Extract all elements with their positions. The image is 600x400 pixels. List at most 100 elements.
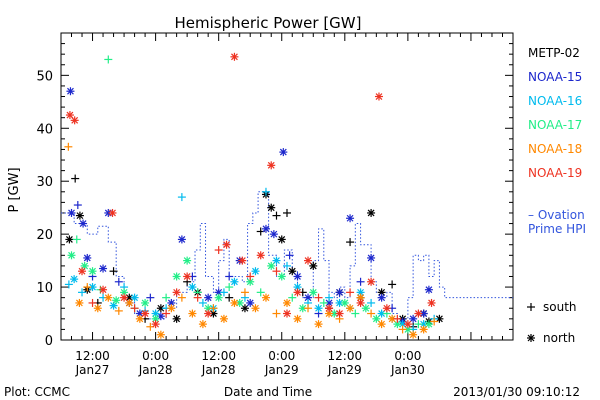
data-point-noaa-15	[346, 214, 355, 223]
data-point-metp-02	[267, 203, 276, 212]
data-point-noaa-18	[156, 330, 165, 339]
symbol-legend-label: south	[543, 300, 577, 314]
data-point-noaa-19	[325, 304, 334, 313]
data-point-noaa-19	[403, 320, 412, 329]
data-point-noaa-18	[198, 320, 207, 329]
data-point-noaa-19	[230, 52, 239, 61]
data-point-noaa-18	[283, 298, 291, 307]
data-point-noaa-16	[325, 293, 334, 302]
data-point-noaa-19	[293, 288, 302, 297]
data-point-noaa-18	[125, 298, 134, 307]
data-point-noaa-16	[70, 275, 79, 284]
data-point-noaa-18	[346, 304, 355, 313]
data-point-noaa-18	[188, 309, 197, 318]
data-point-noaa-16	[251, 267, 260, 276]
data-point-metp-02	[225, 293, 234, 302]
ovation-label-line1: – Ovation	[528, 208, 585, 222]
data-point-noaa-19	[246, 272, 255, 281]
data-point-noaa-17	[340, 298, 349, 307]
data-point-noaa-18	[135, 314, 144, 323]
x-axis: 12:00Jan270:00Jan2812:00Jan280:00Jan2912…	[71, 33, 514, 377]
data-point-noaa-15	[261, 224, 270, 233]
data-point-noaa-16	[177, 193, 186, 202]
data-point-metp-02	[283, 208, 291, 217]
data-point-noaa-19	[204, 309, 213, 318]
data-point-noaa-18	[209, 304, 218, 313]
x-tick-label-time: 12:00	[75, 349, 110, 363]
data-point-metp-02	[309, 261, 318, 270]
data-point-noaa-19	[162, 309, 171, 318]
data-point-noaa-18	[230, 298, 239, 307]
data-point-noaa-19	[222, 240, 231, 249]
data-point-noaa-19	[335, 309, 344, 318]
data-point-noaa-17	[72, 235, 81, 244]
data-point-noaa-19	[314, 293, 323, 302]
data-point-noaa-15	[66, 87, 75, 96]
data-point-noaa-17	[330, 309, 339, 318]
x-tick-label-time: 0:00	[142, 349, 169, 363]
data-point-noaa-18	[272, 309, 281, 318]
data-point-noaa-17	[112, 296, 121, 305]
y-tick-label: 20	[36, 228, 53, 243]
data-point-noaa-15	[409, 314, 418, 323]
data-point-metp-02	[172, 314, 181, 323]
data-point-noaa-19	[414, 309, 423, 318]
y-axis-label: P [GW]	[7, 167, 22, 212]
legend-entry: NOAA-18	[528, 142, 582, 156]
data-point-noaa-18	[430, 317, 439, 326]
data-point-noaa-16	[230, 277, 239, 286]
y-tick-label: 30	[36, 175, 53, 190]
data-point-noaa-19	[427, 298, 436, 307]
data-point-noaa-19	[214, 246, 223, 255]
data-point-noaa-19	[382, 304, 391, 313]
data-point-noaa-17	[414, 320, 423, 329]
x-tick-label-date: Jan28	[138, 363, 173, 377]
data-point-noaa-19	[70, 116, 79, 125]
y-tick-label: 50	[36, 69, 53, 84]
data-point-noaa-18	[83, 283, 92, 292]
data-point-noaa-19	[120, 293, 129, 302]
data-point-noaa-15	[225, 272, 234, 281]
x-tick-label-date: Jan28	[201, 363, 236, 377]
x-tick-label-date: Jan30	[390, 363, 425, 377]
data-point-noaa-18	[114, 306, 123, 315]
data-point-noaa-19	[283, 309, 291, 318]
data-point-noaa-16	[188, 283, 197, 292]
legend-entry: NOAA-15	[528, 70, 582, 84]
data-point-metp-02	[277, 235, 286, 244]
data-point-metp-02	[272, 211, 281, 220]
data-point-noaa-17	[104, 55, 113, 64]
data-point-noaa-17	[424, 320, 433, 329]
footer-plot-source: Plot: CCMC	[4, 385, 70, 399]
data-point-noaa-18	[64, 142, 73, 151]
data-point-noaa-15	[335, 288, 344, 297]
data-point-noaa-16	[78, 288, 87, 297]
data-point-noaa-18	[261, 293, 270, 302]
x-tick-label-time: 0:00	[268, 349, 295, 363]
data-point-noaa-19	[183, 272, 192, 281]
data-point-noaa-19	[130, 304, 139, 313]
data-point-noaa-19	[272, 267, 281, 276]
data-point-noaa-19	[141, 309, 150, 318]
data-point-noaa-18	[177, 293, 186, 302]
data-point-noaa-15	[204, 293, 213, 302]
data-point-metp-02	[75, 211, 84, 220]
data-point-noaa-19	[367, 277, 376, 286]
data-point-noaa-17	[141, 298, 150, 307]
y-axis: 0 10 20 30 40 50	[36, 32, 513, 349]
data-point-noaa-15	[356, 277, 365, 286]
symbol-legend-marker	[527, 334, 535, 342]
data-point-noaa-18	[251, 304, 260, 313]
data-point-noaa-18	[75, 298, 84, 307]
data-point-noaa-16	[283, 261, 291, 270]
data-point-noaa-15	[99, 264, 108, 273]
data-point-noaa-18	[398, 325, 407, 334]
data-point-noaa-18	[377, 320, 386, 329]
data-point-metp-02	[109, 267, 118, 276]
data-point-noaa-17	[172, 272, 181, 281]
data-point-noaa-18	[293, 314, 302, 323]
data-point-noaa-19	[304, 256, 313, 265]
legend-entry: NOAA-16	[528, 94, 582, 108]
data-point-noaa-15	[285, 251, 294, 260]
x-tick-label-time: 12:00	[328, 349, 363, 363]
